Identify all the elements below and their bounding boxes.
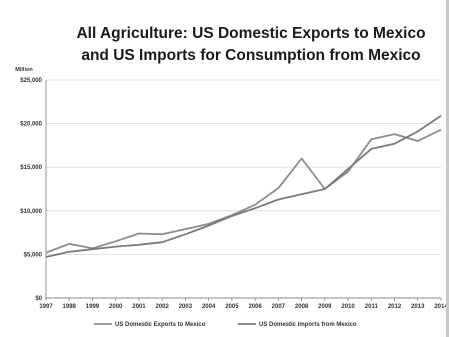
y-tick-label: $25,000 — [20, 78, 42, 84]
x-tick-label: 2000 — [109, 304, 123, 310]
legend: US Domestic Exports to Mexico US Domestic… — [94, 322, 357, 328]
x-tick-label: 2007 — [272, 304, 286, 310]
y-axis-unit-label: Million — [15, 67, 33, 73]
y-tick-label: $0 — [35, 296, 42, 302]
x-tick-label: 2008 — [295, 304, 309, 310]
x-tick-label: 2006 — [248, 304, 262, 310]
chart-title-line-1: All Agriculture: US Domestic Exports to … — [76, 25, 425, 42]
x-tick-label: 2010 — [341, 304, 355, 310]
x-tick-label: 1998 — [63, 304, 77, 310]
y-tick-label: $15,000 — [20, 165, 42, 171]
y-tick-label: $10,000 — [20, 209, 42, 215]
x-tick-labels: 1997 1998 1999 2000 2001 2002 2003 2004 2005 2006… — [39, 304, 446, 310]
x-tick-label: 2011 — [365, 304, 379, 310]
y-tick-labels: $0 $5,000 $10,000 $15,000 $20,000 $25,000 — [20, 78, 42, 302]
gridlines — [46, 79, 441, 255]
x-tick-label: 1997 — [39, 304, 53, 310]
y-tick-label: $20,000 — [20, 122, 42, 128]
x-tick-label: 2009 — [318, 304, 332, 310]
x-tick-label: 2001 — [132, 304, 146, 310]
x-tick-label: 2003 — [179, 304, 193, 310]
x-tick-label: 2002 — [155, 304, 169, 310]
x-tick-label: 1999 — [86, 304, 100, 310]
x-tick-label: 2012 — [388, 304, 402, 310]
page-border — [446, 0, 449, 337]
series-line-2 — [45, 115, 442, 258]
series-line-1 — [45, 128, 442, 254]
legend-label-1: US Domestic Exports to Mexico — [115, 322, 206, 328]
x-tick-label: 2013 — [411, 304, 425, 310]
x-tick-label: 2014 — [434, 304, 446, 310]
axes — [45, 80, 442, 301]
chart-title-line-2: and US Imports for Consumption from Mexi… — [81, 47, 420, 64]
legend-label-2: US Domestic Imports from Mexico — [259, 322, 357, 328]
x-tick-label: 2004 — [202, 304, 216, 310]
y-tick-label: $5,000 — [24, 252, 43, 258]
series-lines — [45, 115, 442, 258]
x-tick-label: 2005 — [225, 304, 239, 310]
